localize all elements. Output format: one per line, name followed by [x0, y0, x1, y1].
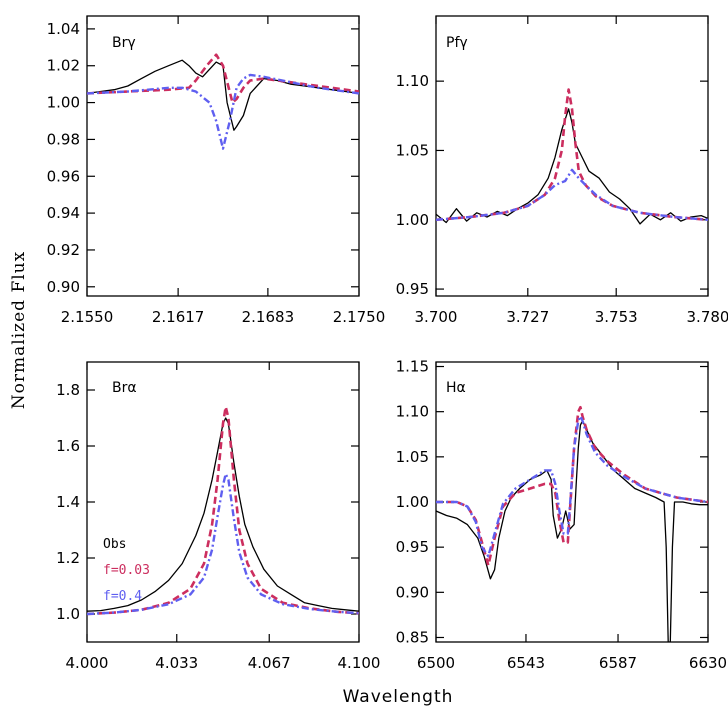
panel-br-gamma-xtick-label: 2.1750	[333, 308, 386, 326]
panel-pf-gamma-ytick-label: 0.95	[396, 280, 429, 298]
panel-pf-gamma-series-f-0-03	[436, 88, 708, 222]
panel-br-gamma-series-f-0-03	[87, 53, 359, 104]
panel-br-alpha-series-obs	[87, 417, 359, 612]
panel-h-alpha-series-obs	[436, 420, 708, 642]
panel-br-alpha-series-f-0-4	[87, 472, 359, 616]
panel-br-alpha-ytick-label: 1.2	[56, 549, 80, 567]
legend: Obs f=0.03 f=0.4	[103, 537, 150, 604]
panel-h-alpha-ytick-label: 0.85	[396, 628, 429, 646]
panel-br-alpha: Brα 1.0 1.2 1.4 1.6 1.8 4.000 4.033 4.067 4.100…	[56, 361, 381, 672]
panel-h-alpha-ytick-label: 0.95	[396, 538, 429, 556]
panel-br-gamma-ytick-label: 0.92	[47, 241, 80, 259]
panel-pf-gamma-series-f-0-4	[436, 168, 708, 221]
panel-pf-gamma-xtick-label: 3.727	[506, 308, 549, 326]
panel-pf-gamma-ytick-label: 1.10	[396, 72, 429, 90]
panel-h-alpha-series-f-0-03	[436, 405, 708, 567]
panel-br-gamma-xtick-label: 2.1550	[61, 308, 114, 326]
panel-br-alpha-xaxis: 4.000 4.033 4.067 4.100	[66, 362, 381, 672]
x-axis-title: Wavelength	[343, 687, 454, 707]
panel-h-alpha-series-f-0-4	[436, 415, 708, 558]
panel-h-alpha-yaxis: 0.85 0.90 0.95 1.00 1.05 1.10 1.15	[396, 358, 708, 646]
panel-pf-gamma: Pfγ 0.95 1.00 1.05 1.10 3.700 3.727 3.753 3.78…	[396, 15, 728, 326]
panel-br-gamma-ytick-label: 0.96	[47, 167, 80, 185]
panel-h-alpha-curves	[436, 405, 708, 642]
panel-br-alpha-curves	[87, 405, 359, 616]
panel-br-alpha-xtick-label: 4.067	[248, 654, 291, 672]
panel-br-gamma-frame	[86, 15, 360, 297]
panel-br-alpha-xtick-label: 4.000	[66, 654, 109, 672]
panel-br-alpha-ytick-label: 1.8	[56, 381, 80, 399]
panel-br-alpha-xtick-label: 4.100	[338, 654, 381, 672]
panel-br-gamma-ytick-label: 1.02	[47, 57, 80, 75]
panel-br-gamma-ytick-label: 0.90	[47, 278, 80, 296]
panel-br-gamma-ytick-label: 1.00	[47, 94, 80, 112]
panel-br-alpha-yaxis: 1.0 1.2 1.4 1.6 1.8	[56, 381, 359, 623]
panel-br-gamma-series-obs	[87, 59, 359, 131]
panel-br-alpha-series-f-0-03	[87, 405, 359, 616]
panel-br-alpha-ytick-label: 1.0	[56, 605, 80, 623]
panel-pf-gamma-frame	[435, 15, 709, 297]
legend-entry-f04: f=0.4	[103, 589, 142, 604]
panel-pf-gamma-ytick-label: 1.05	[396, 141, 429, 159]
panel-h-alpha-label: Hα	[446, 380, 466, 396]
panel-br-gamma-ytick-label: 1.04	[47, 20, 80, 38]
panel-pf-gamma-curves	[436, 88, 708, 225]
panel-pf-gamma-ytick-label: 1.00	[396, 211, 429, 229]
panel-h-alpha-ytick-label: 1.15	[396, 358, 429, 376]
legend-entry-f003: f=0.03	[103, 563, 150, 578]
panel-br-gamma-ytick-label: 0.98	[47, 130, 80, 148]
panel-br-gamma-xtick-label: 2.1617	[152, 308, 205, 326]
panel-h-alpha-ytick-label: 1.10	[396, 403, 429, 421]
panel-h-alpha-xtick-label: 6587	[599, 654, 637, 672]
panel-pf-gamma-label: Pfγ	[446, 35, 468, 51]
panel-h-alpha-ytick-label: 1.00	[396, 493, 429, 511]
panel-br-gamma-yaxis: 0.90 0.92 0.94 0.96 0.98 1.00 1.02 1.04	[47, 20, 359, 296]
panel-h-alpha-xtick-label: 6630	[689, 654, 727, 672]
panel-h-alpha-xtick-label: 6543	[507, 654, 545, 672]
panel-pf-gamma-xtick-label: 3.753	[595, 308, 638, 326]
panel-h-alpha-ytick-label: 1.05	[396, 448, 429, 466]
panel-br-gamma-label: Brγ	[112, 35, 136, 51]
panel-pf-gamma-xtick-label: 3.780	[687, 308, 728, 326]
panel-h-alpha-xaxis: 6500 6543 6587 6630	[417, 362, 727, 672]
panel-br-gamma-xaxis: 2.1550 2.1617 2.1683 2.1750	[61, 16, 386, 326]
panel-br-gamma-ytick-label: 0.94	[47, 204, 80, 222]
panel-br-alpha-xtick-label: 4.033	[155, 654, 198, 672]
panel-pf-gamma-yaxis: 0.95 1.00 1.05 1.10	[396, 72, 708, 298]
panel-pf-gamma-xtick-label: 3.700	[415, 308, 458, 326]
y-axis-title: Normalized Flux	[9, 251, 29, 409]
panel-pf-gamma-xaxis: 3.700 3.727 3.753 3.780	[415, 16, 728, 326]
panel-h-alpha: Hα 0.85 0.90 0.95 1.00 1.05 1.10 1.15 6500 6543…	[396, 358, 728, 672]
panel-pf-gamma-series-obs	[436, 108, 708, 225]
panel-br-gamma-curves	[87, 53, 359, 150]
panel-br-alpha-ytick-label: 1.4	[56, 493, 80, 511]
panel-br-alpha-ytick-label: 1.6	[56, 437, 80, 455]
panel-br-gamma: Brγ 0.90 0.92 0.94 0.96 0.98 1.00 1.02 1.04 2.1…	[47, 15, 386, 326]
legend-entry-obs: Obs	[103, 537, 126, 552]
panel-br-gamma-xtick-label: 2.1683	[242, 308, 295, 326]
panel-h-alpha-ytick-label: 0.90	[396, 583, 429, 601]
panel-br-alpha-label: Brα	[112, 380, 137, 396]
panel-h-alpha-xtick-label: 6500	[417, 654, 455, 672]
